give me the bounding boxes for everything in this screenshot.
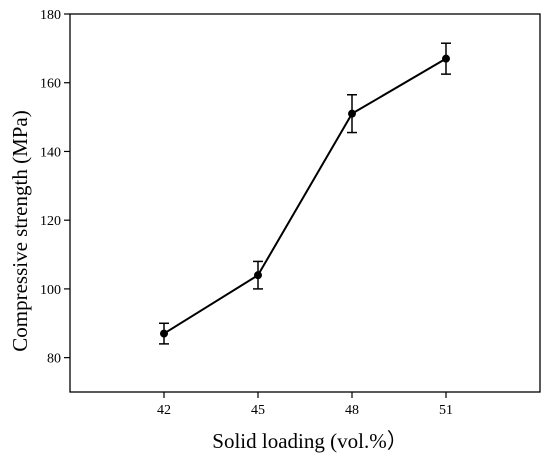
x-tick-label: 51	[439, 403, 453, 418]
y-axis-label: Compressive strength (MPa)	[8, 110, 32, 351]
x-tick-label: 42	[157, 403, 171, 418]
series-layer	[159, 42, 451, 345]
y-tick-label: 160	[40, 77, 61, 92]
data-point	[348, 109, 356, 118]
x-axis-label: Solid loading (vol.%）	[212, 429, 407, 453]
y-tick-label: 140	[40, 145, 61, 160]
x-tick-label: 48	[345, 403, 359, 418]
series-line	[163, 57, 447, 335]
y-tick-label: 120	[40, 214, 61, 229]
x-tick-label: 45	[251, 403, 265, 418]
y-tick-label: 80	[47, 352, 61, 367]
plot-frame	[69, 13, 541, 393]
data-point	[254, 271, 262, 280]
x-axis-ticks: 42 45 48 51	[157, 392, 453, 418]
data-point	[442, 54, 450, 63]
plot-area	[69, 13, 541, 393]
y-tick-label: 100	[40, 283, 61, 298]
y-tick-label: 180	[40, 8, 61, 23]
data-point	[160, 329, 168, 338]
y-axis-ticks: 80 100 120 140 160 180	[40, 8, 70, 367]
